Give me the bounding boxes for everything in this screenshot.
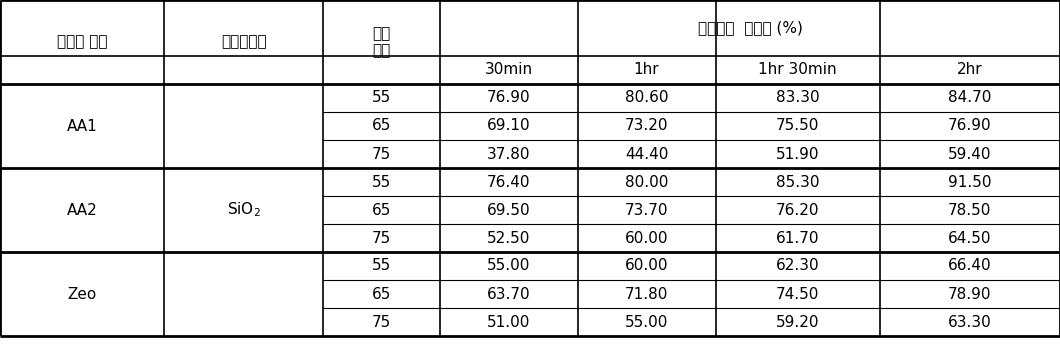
Text: 55: 55 [372,91,391,106]
Text: 51.00: 51.00 [488,314,530,329]
Text: 55: 55 [372,258,391,273]
Text: 65: 65 [372,202,391,218]
Text: 65: 65 [372,286,391,301]
Text: AA2: AA2 [67,202,98,218]
Text: 65: 65 [372,119,391,134]
Text: 2hr: 2hr [957,63,983,78]
Text: SiO$_2$: SiO$_2$ [227,201,261,219]
Text: 75.50: 75.50 [776,119,819,134]
Text: 흡착제 종류: 흡착제 종류 [57,35,107,50]
Text: 76.40: 76.40 [487,174,531,190]
Text: 91.50: 91.50 [948,174,992,190]
Text: 76.90: 76.90 [487,91,531,106]
Text: 76.20: 76.20 [776,202,819,218]
Text: AA1: AA1 [67,119,98,134]
Text: 74.50: 74.50 [776,286,819,301]
Text: 1hr: 1hr [634,63,659,78]
Text: 60.00: 60.00 [624,258,669,273]
Text: 78.50: 78.50 [949,202,991,218]
Text: 71.80: 71.80 [625,286,668,301]
Text: 84.70: 84.70 [949,91,991,106]
Text: 69.10: 69.10 [487,119,531,134]
Text: 59.20: 59.20 [776,314,819,329]
Text: 73.20: 73.20 [624,119,669,134]
Text: 60.00: 60.00 [624,230,669,245]
Text: 55.00: 55.00 [625,314,668,329]
Text: 유해기체  제거율 (%): 유해기체 제거율 (%) [697,20,802,36]
Text: 55: 55 [372,174,391,190]
Text: 59.40: 59.40 [948,146,992,162]
Text: 80.60: 80.60 [624,91,669,106]
Text: Zeo: Zeo [68,286,96,301]
Text: 73.70: 73.70 [624,202,669,218]
Text: 61.70: 61.70 [776,230,819,245]
Text: 44.40: 44.40 [625,146,668,162]
Text: 75: 75 [372,314,391,329]
Text: 37.80: 37.80 [487,146,531,162]
Text: 51.90: 51.90 [776,146,819,162]
Text: 85.30: 85.30 [776,174,819,190]
Text: 1hr 30min: 1hr 30min [758,63,837,78]
Text: 78.90: 78.90 [948,286,992,301]
Text: 75: 75 [372,230,391,245]
Text: 기능성물질: 기능성물질 [220,35,267,50]
Text: 기준
평량: 기준 평량 [372,26,391,58]
Text: 76.90: 76.90 [948,119,992,134]
Text: 83.30: 83.30 [776,91,819,106]
Text: 80.00: 80.00 [625,174,668,190]
Text: 64.50: 64.50 [948,230,992,245]
Text: 66.40: 66.40 [948,258,992,273]
Text: 62.30: 62.30 [776,258,819,273]
Text: 63.70: 63.70 [487,286,531,301]
Text: 55.00: 55.00 [488,258,530,273]
Text: 30min: 30min [484,63,533,78]
Text: 75: 75 [372,146,391,162]
Text: 69.50: 69.50 [487,202,531,218]
Text: 52.50: 52.50 [488,230,530,245]
Text: 63.30: 63.30 [948,314,992,329]
